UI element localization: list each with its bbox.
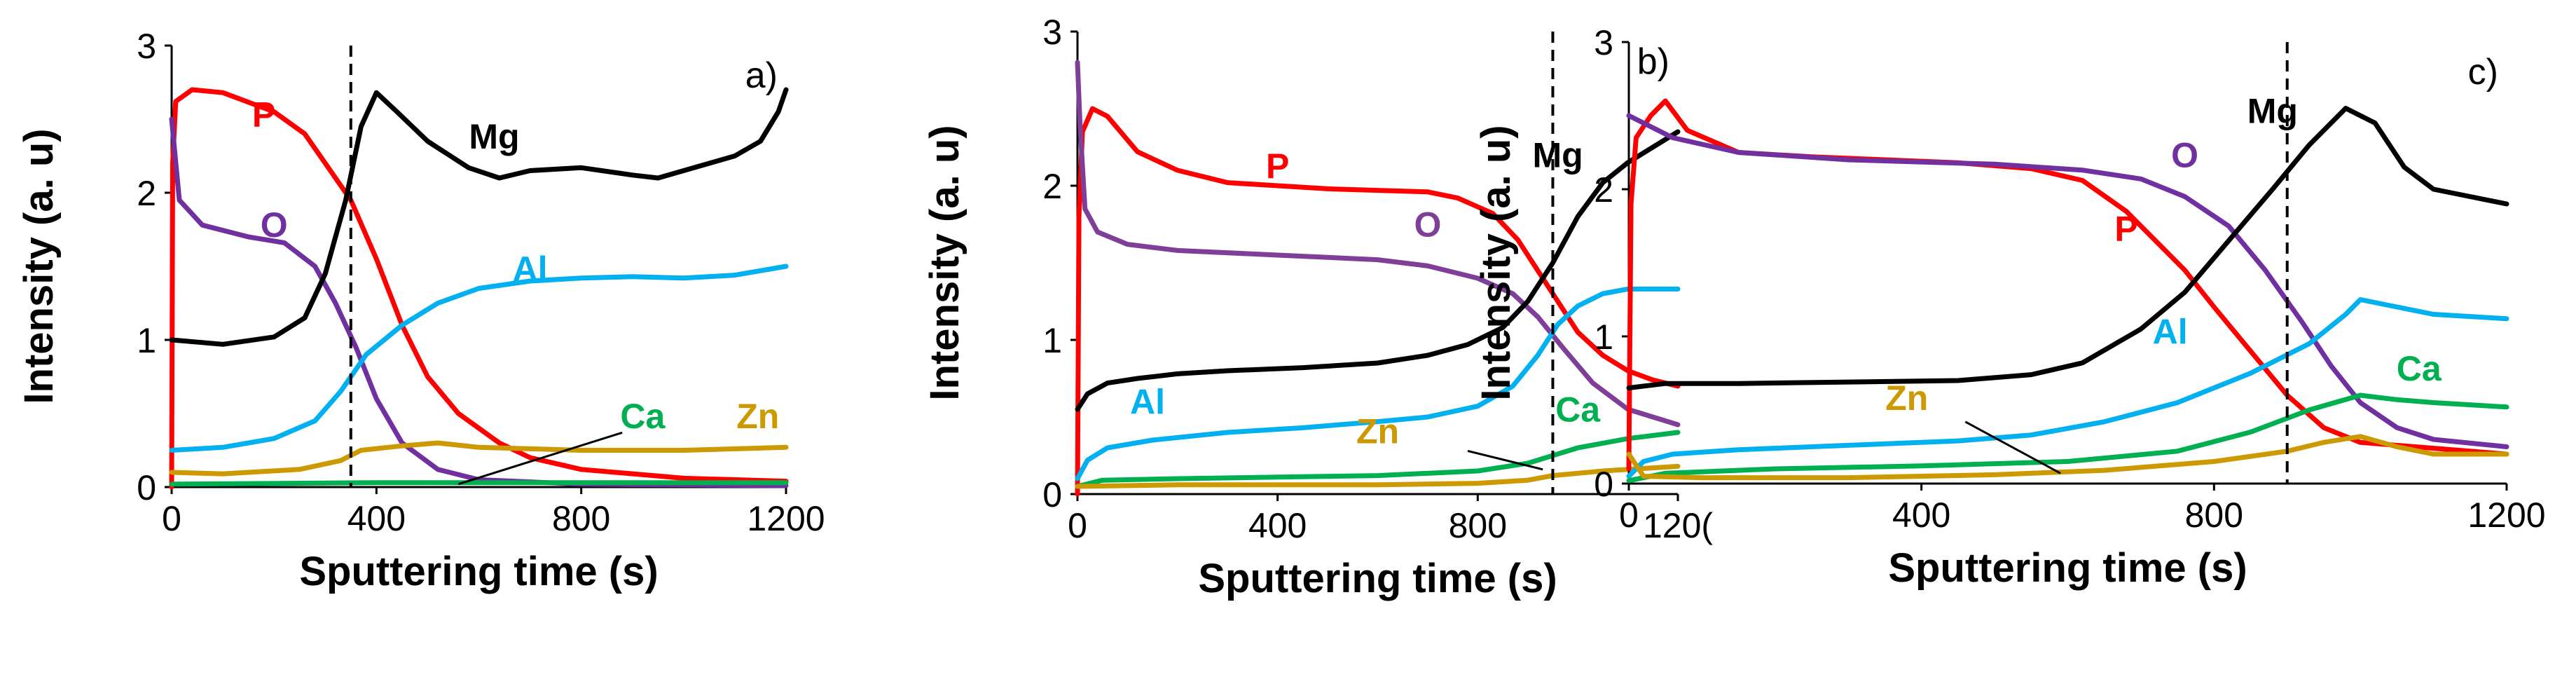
series-label-o: O: [261, 205, 288, 245]
y-axis-label: Intensity (a. u): [922, 125, 967, 400]
panel-label: a): [745, 55, 778, 96]
y-axis-label: Intensity (a. u): [16, 128, 62, 404]
y-tick-label: 2: [1042, 167, 1062, 206]
y-tick-label: 0: [1594, 465, 1613, 504]
annotation-pointer: [1467, 449, 1543, 471]
x-axis-label: Sputtering time (s): [1888, 545, 2247, 591]
x-tick-label: 1200: [2467, 495, 2545, 535]
y-tick-label: 0: [137, 468, 156, 507]
x-tick-label: 1200: [747, 499, 825, 538]
panel-a: 0 1 2 3 0 400 800 1200 Sputtering time (s) Intens…: [16, 27, 825, 594]
y-tick-label: 3: [137, 27, 156, 66]
x-tick-label: 0: [162, 499, 181, 538]
y-tick-label: 1: [137, 321, 156, 360]
panel-label: b): [1637, 41, 1669, 82]
y-tick-label: 3: [1594, 23, 1613, 62]
x-tick-label: 400: [1248, 506, 1307, 545]
y-tick-label: 1: [1594, 317, 1613, 357]
series-line-p: [1075, 106, 1681, 497]
series-line-o: [1075, 60, 1681, 428]
series-label-p: P: [2114, 210, 2137, 249]
series-label-p: P: [1266, 146, 1289, 186]
y-tick-label: 1: [1042, 321, 1062, 360]
series-line-mg: [1626, 106, 2509, 390]
x-tick-label: 800: [2185, 495, 2243, 535]
series-label-al: Al: [513, 249, 548, 289]
y-axis-label: Intensity (a. u): [1473, 125, 1519, 400]
series-label-o: O: [2171, 136, 2198, 175]
series-label-al: Al: [2153, 313, 2188, 352]
series-label-ca: Ca: [620, 397, 666, 436]
series-line-al: [1075, 286, 1681, 481]
y-tick-label: 2: [137, 174, 156, 213]
x-tick-label: 120(: [1643, 506, 1713, 545]
x-tick-label: 0: [1068, 506, 1087, 545]
series-label-ca: Ca: [1555, 390, 1601, 430]
x-axis-label: Sputtering time (s): [1198, 556, 1557, 601]
series-label-zn: Zn: [1356, 411, 1399, 451]
panel-b: 0 1 2 3 0 400 800 120( Sputtering time (s) Intens…: [922, 13, 1713, 601]
panel-label: c): [2468, 52, 2498, 93]
series-line-zn: [1075, 463, 1681, 489]
series-line-o: [169, 116, 789, 488]
series-line-al: [169, 264, 789, 453]
series-line-zn: [169, 440, 789, 477]
x-tick-label: 800: [552, 499, 610, 538]
series-line-o: [1626, 113, 2509, 449]
panel-c: 0 1 2 3 0 400 800 1200 Sputtering time (s) Intens…: [1473, 23, 2546, 591]
series-line-ca: [1626, 392, 2509, 484]
y-tick-label: 0: [1042, 475, 1062, 514]
series-label-mg: Mg: [1532, 136, 1583, 175]
x-tick-label: 400: [1892, 495, 1950, 535]
series-line-mg: [1075, 129, 1681, 412]
series-line-mg: [169, 87, 789, 347]
x-tick-label: 400: [347, 499, 406, 538]
annotation-pointer: [1964, 420, 2061, 474]
series-line-ca: [169, 480, 789, 487]
y-tick-label: 2: [1594, 170, 1613, 210]
series-line-ca: [1075, 430, 1681, 489]
series-label-al: Al: [1130, 383, 1165, 422]
series-label-ca: Ca: [2397, 349, 2442, 388]
series-label-p: P: [252, 95, 275, 135]
series-line-zn: [1626, 434, 2509, 481]
x-tick-label: 800: [1449, 506, 1507, 545]
series-label-mg: Mg: [2247, 92, 2298, 131]
x-tick-label: 0: [1619, 495, 1639, 535]
y-tick-label: 3: [1042, 13, 1062, 52]
annotation-pointer: [457, 431, 623, 486]
x-axis-label: Sputtering time (s): [299, 549, 658, 594]
series-label-zn: Zn: [736, 397, 779, 436]
series-label-zn: Zn: [1885, 378, 1928, 418]
series-line-al: [1626, 297, 2509, 479]
series-label-mg: Mg: [469, 117, 519, 156]
series-label-o: O: [1414, 205, 1441, 245]
